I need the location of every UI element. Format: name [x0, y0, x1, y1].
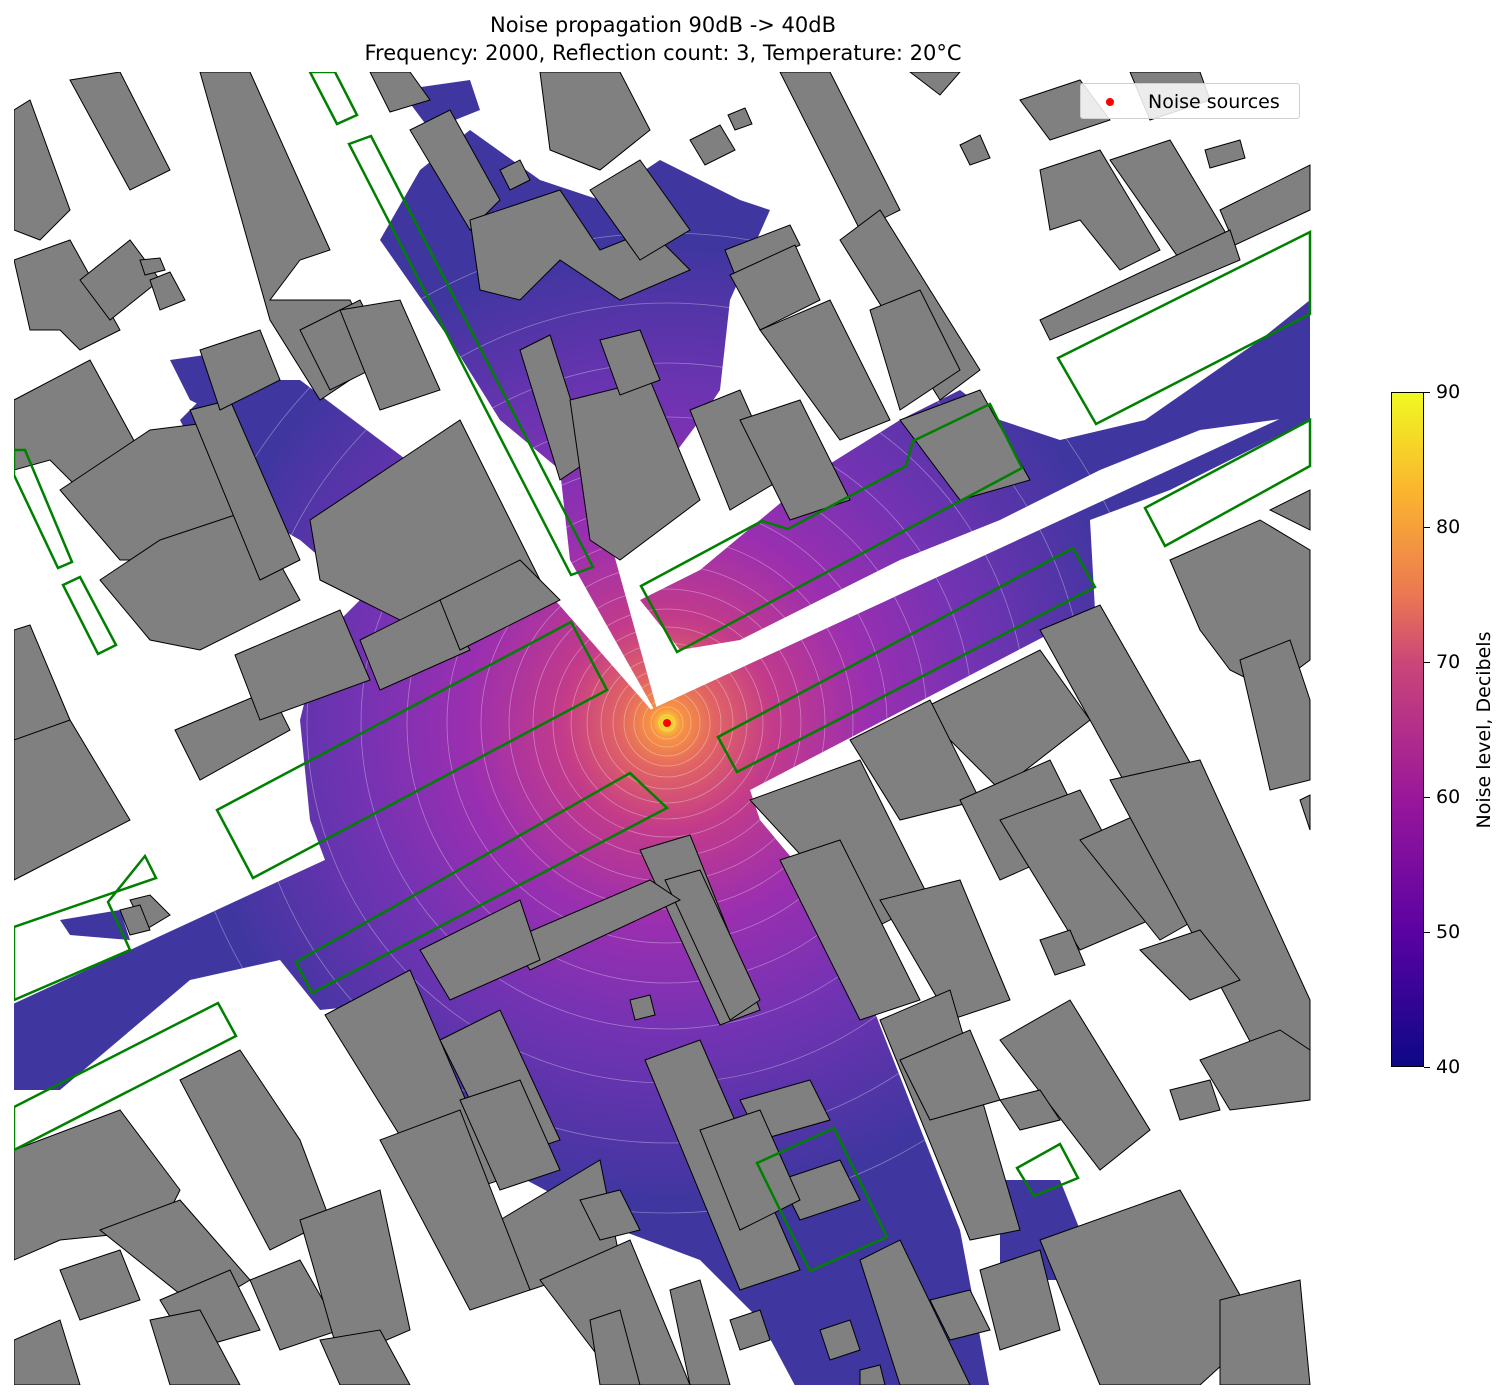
- colorbar-tick-label: 60: [1436, 786, 1461, 808]
- map-subtitle: Frequency: 2000, Reflection count: 3, Te…: [364, 41, 962, 65]
- colorbar-tick-label: 40: [1436, 1056, 1461, 1078]
- colorbar-tick: [1424, 392, 1430, 393]
- buildings: [14, 72, 1311, 1385]
- map-title: Noise propagation 90dB -> 40dB: [489, 13, 837, 37]
- colorbar-tick-label: 90: [1436, 381, 1461, 403]
- colorbar-tick: [1424, 932, 1430, 933]
- colorbar-tick: [1424, 527, 1430, 528]
- colorbar-tick: [1424, 797, 1430, 798]
- legend-label: Noise sources: [1148, 91, 1280, 113]
- colorbar-tick: [1424, 662, 1430, 663]
- noise-source-marker: [663, 719, 671, 727]
- colorbar-tick: [1424, 1067, 1430, 1068]
- legend: Noise sources: [1080, 83, 1300, 119]
- colorbar-tick-label: 70: [1436, 651, 1461, 673]
- colorbar: [1391, 392, 1424, 1067]
- colorbar-label: Noise level, Decibels: [1473, 631, 1495, 829]
- colorbar-tick-label: 80: [1436, 516, 1461, 538]
- legend-marker: [1106, 98, 1114, 106]
- zone-outlines: [14, 72, 1312, 1273]
- colorbar-tick-label: 50: [1436, 921, 1461, 943]
